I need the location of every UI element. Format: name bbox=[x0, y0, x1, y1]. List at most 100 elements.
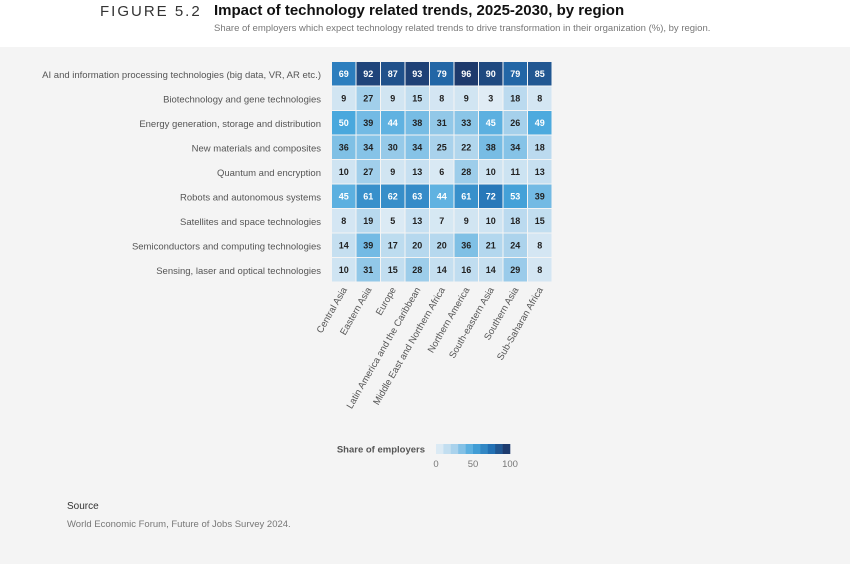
heatmap-cell bbox=[332, 209, 356, 233]
heatmap-cell bbox=[381, 86, 405, 110]
cell-value: 18 bbox=[510, 216, 520, 226]
cell-value: 8 bbox=[341, 216, 346, 226]
heatmap-cell bbox=[430, 135, 454, 159]
cell-value: 18 bbox=[535, 142, 545, 152]
heatmap-cell bbox=[381, 233, 405, 257]
heatmap-cell bbox=[503, 233, 527, 257]
legend-tick: 100 bbox=[502, 459, 518, 470]
heatmap-cell bbox=[528, 135, 552, 159]
heatmap-cell bbox=[332, 62, 356, 86]
heatmap-cell bbox=[479, 62, 503, 86]
heatmap-cell bbox=[454, 86, 478, 110]
row-label: Biotechnology and gene technologies bbox=[163, 94, 321, 105]
cell-value: 14 bbox=[437, 265, 447, 275]
heatmap-cell bbox=[332, 111, 356, 135]
heatmap-cell bbox=[405, 160, 429, 184]
cell-value: 10 bbox=[339, 265, 349, 275]
heatmap-cell bbox=[479, 258, 503, 282]
legend-swatch bbox=[480, 444, 489, 454]
cell-value: 45 bbox=[486, 118, 496, 128]
cell-value: 9 bbox=[390, 93, 395, 103]
cell-value: 28 bbox=[412, 265, 422, 275]
heatmap-cell bbox=[528, 111, 552, 135]
source-text: World Economic Forum, Future of Jobs Sur… bbox=[67, 519, 291, 530]
heatmap-cell bbox=[454, 111, 478, 135]
cell-value: 31 bbox=[437, 118, 447, 128]
cell-value: 7 bbox=[439, 216, 444, 226]
heatmap-cell bbox=[479, 111, 503, 135]
heatmap-cell bbox=[430, 111, 454, 135]
heatmap-cell bbox=[405, 111, 429, 135]
cell-value: 6 bbox=[439, 167, 444, 177]
heatmap-cell bbox=[332, 233, 356, 257]
cell-value: 20 bbox=[437, 240, 447, 250]
cell-value: 96 bbox=[461, 69, 471, 79]
heatmap-cell bbox=[332, 184, 356, 208]
cell-value: 10 bbox=[486, 167, 496, 177]
heatmap-chart: AI and information processing technologi… bbox=[42, 62, 552, 470]
cell-value: 10 bbox=[339, 167, 349, 177]
source-title: Source bbox=[67, 501, 99, 512]
cell-value: 31 bbox=[363, 265, 373, 275]
heatmap-cell bbox=[479, 209, 503, 233]
cell-value: 15 bbox=[388, 265, 398, 275]
cell-value: 45 bbox=[339, 191, 349, 201]
cell-value: 9 bbox=[341, 93, 346, 103]
header-band: FIGURE 5.2 Impact of technology related … bbox=[0, 0, 850, 47]
heatmap-cell bbox=[479, 233, 503, 257]
cell-value: 9 bbox=[464, 216, 469, 226]
cell-value: 85 bbox=[535, 69, 545, 79]
cell-value: 18 bbox=[510, 93, 520, 103]
heatmap-cell bbox=[405, 86, 429, 110]
heatmap-cell bbox=[479, 86, 503, 110]
heatmap-cell bbox=[381, 160, 405, 184]
cell-value: 8 bbox=[439, 93, 444, 103]
heatmap-cell bbox=[479, 160, 503, 184]
cell-value: 39 bbox=[363, 118, 373, 128]
heatmap-cell bbox=[503, 184, 527, 208]
heatmap-cell bbox=[405, 233, 429, 257]
legend-title: Share of employers bbox=[337, 445, 425, 456]
heatmap-cell bbox=[528, 233, 552, 257]
cell-value: 16 bbox=[461, 265, 471, 275]
cell-value: 69 bbox=[339, 69, 349, 79]
cell-value: 25 bbox=[437, 142, 447, 152]
heatmap-cell bbox=[503, 111, 527, 135]
cell-value: 44 bbox=[388, 118, 398, 128]
heatmap-cell bbox=[356, 86, 380, 110]
cell-value: 39 bbox=[535, 191, 545, 201]
cell-value: 29 bbox=[510, 265, 520, 275]
cell-value: 21 bbox=[486, 240, 496, 250]
cell-value: 44 bbox=[437, 191, 447, 201]
cell-value: 79 bbox=[437, 69, 447, 79]
cell-value: 13 bbox=[412, 216, 422, 226]
cell-value: 61 bbox=[363, 191, 373, 201]
heatmap-cell bbox=[332, 160, 356, 184]
heatmap-cell bbox=[503, 86, 527, 110]
cell-value: 14 bbox=[486, 265, 496, 275]
row-label: Satellites and space technologies bbox=[180, 217, 321, 228]
cell-value: 33 bbox=[461, 118, 471, 128]
heatmap-cell bbox=[356, 111, 380, 135]
cell-value: 53 bbox=[510, 191, 520, 201]
cell-value: 8 bbox=[537, 240, 542, 250]
cell-value: 17 bbox=[388, 240, 398, 250]
cell-value: 26 bbox=[510, 118, 520, 128]
heatmap-cell bbox=[405, 62, 429, 86]
heatmap-cell bbox=[430, 184, 454, 208]
cell-value: 61 bbox=[461, 191, 471, 201]
heatmap-cell bbox=[381, 258, 405, 282]
cell-value: 87 bbox=[388, 69, 398, 79]
heatmap-cell bbox=[528, 62, 552, 86]
heatmap-cell bbox=[356, 135, 380, 159]
cell-value: 3 bbox=[488, 93, 493, 103]
heatmap-cell bbox=[381, 62, 405, 86]
cell-value: 22 bbox=[461, 142, 471, 152]
cell-value: 72 bbox=[486, 191, 496, 201]
heatmap-cell bbox=[454, 258, 478, 282]
heatmap-cell bbox=[528, 184, 552, 208]
legend-swatch bbox=[443, 444, 452, 454]
cell-value: 10 bbox=[486, 216, 496, 226]
heatmap-cell bbox=[356, 160, 380, 184]
row-label: New materials and composites bbox=[192, 143, 322, 154]
